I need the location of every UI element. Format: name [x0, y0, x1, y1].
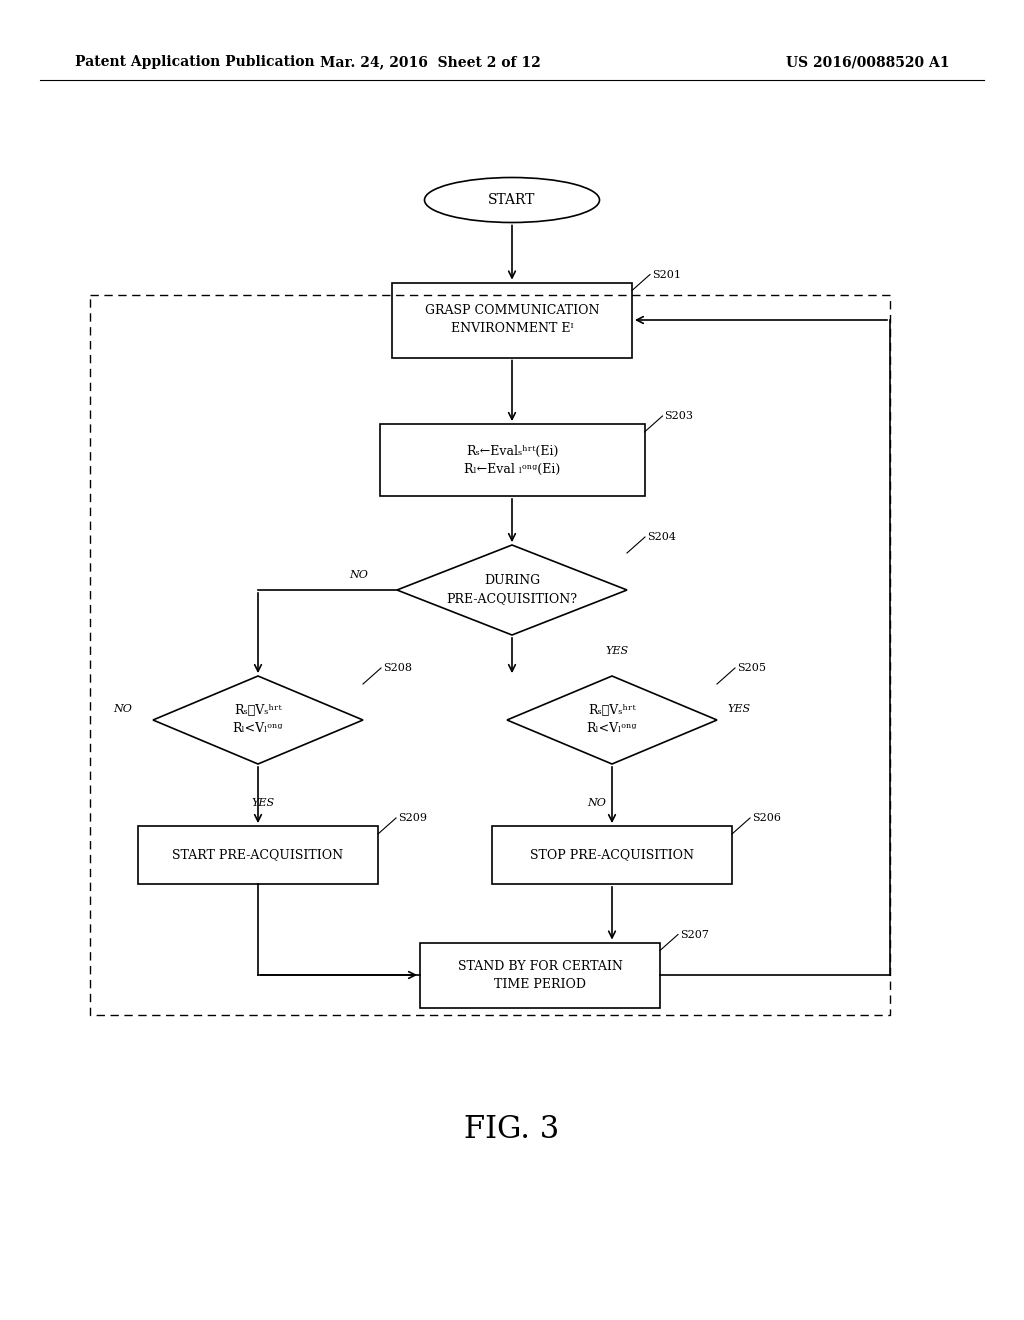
Text: YES: YES: [605, 645, 629, 656]
Text: S207: S207: [680, 929, 709, 940]
Text: START PRE-ACQUISITION: START PRE-ACQUISITION: [172, 849, 344, 862]
Text: GRASP COMMUNICATION
ENVIRONMENT Eᴵ: GRASP COMMUNICATION ENVIRONMENT Eᴵ: [425, 305, 599, 335]
Text: START: START: [488, 193, 536, 207]
Text: NO: NO: [588, 799, 606, 808]
Text: S208: S208: [383, 663, 412, 673]
Text: STOP PRE-ACQUISITION: STOP PRE-ACQUISITION: [530, 849, 694, 862]
Text: YES: YES: [252, 799, 274, 808]
Text: Patent Application Publication: Patent Application Publication: [75, 55, 314, 69]
Text: NO: NO: [349, 570, 369, 579]
Text: S206: S206: [752, 813, 781, 822]
Text: NO: NO: [114, 704, 132, 714]
Text: S209: S209: [398, 813, 427, 822]
Text: Rₛ≧Vₛʰʳᵗ
Rₗ<Vₗᵒⁿᵍ: Rₛ≧Vₛʰʳᵗ Rₗ<Vₗᵒⁿᵍ: [587, 705, 637, 735]
Text: YES: YES: [727, 704, 751, 714]
Text: Mar. 24, 2016  Sheet 2 of 12: Mar. 24, 2016 Sheet 2 of 12: [319, 55, 541, 69]
Text: S203: S203: [665, 411, 693, 421]
Text: FIG. 3: FIG. 3: [464, 1114, 560, 1146]
Text: US 2016/0088520 A1: US 2016/0088520 A1: [786, 55, 950, 69]
Text: Rₛ←Evalₛʰʳᵗ(Ei)
Rₗ←Eval ₗᵒⁿᵍ(Ei): Rₛ←Evalₛʰʳᵗ(Ei) Rₗ←Eval ₗᵒⁿᵍ(Ei): [464, 445, 560, 475]
Text: S201: S201: [652, 269, 681, 280]
Text: S205: S205: [737, 663, 766, 673]
Text: DURING
PRE-ACQUISITION?: DURING PRE-ACQUISITION?: [446, 574, 578, 606]
Text: STAND BY FOR CERTAIN
TIME PERIOD: STAND BY FOR CERTAIN TIME PERIOD: [458, 960, 623, 990]
Text: S204: S204: [647, 532, 676, 543]
Text: Rₛ≧Vₛʰʳᵗ
Rₗ<Vₗᵒⁿᵍ: Rₛ≧Vₛʰʳᵗ Rₗ<Vₗᵒⁿᵍ: [232, 705, 284, 735]
